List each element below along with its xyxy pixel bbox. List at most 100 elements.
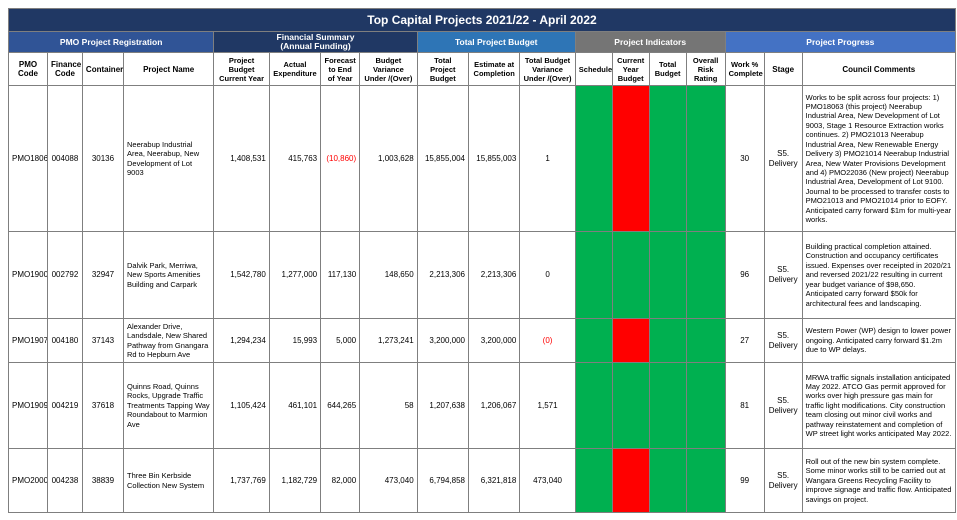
pmo-code-cell: PMO19001 xyxy=(7,231,49,319)
group-indicators: Project Indicators xyxy=(574,31,726,53)
schedule-indicator xyxy=(574,85,613,232)
forecast-cell: 5,000 xyxy=(320,318,361,363)
total-budget-variance-cell: 1 xyxy=(519,85,576,232)
budget-variance-cell: 148,650 xyxy=(359,231,418,319)
col-council-comments: Council Comments xyxy=(801,52,957,86)
overall-risk-indicator xyxy=(685,448,726,513)
project-name-cell: Neerabup Industrial Area, Neerabup, New … xyxy=(122,85,215,232)
col-current-year-budget: Current Year Budget xyxy=(611,52,650,86)
estimate-completion-cell: 2,213,306 xyxy=(467,231,521,319)
group-financial: Financial Summary (Annual Funding) xyxy=(213,31,418,53)
current-year-budget-indicator xyxy=(611,362,650,449)
project-name-cell: Alexander Drive, Landsdale, New Shared P… xyxy=(122,318,215,363)
actual-expenditure-cell: 461,101 xyxy=(268,362,322,449)
estimate-completion-cell: 1,206,067 xyxy=(467,362,521,449)
pmo-code-cell: PMO19071 xyxy=(7,318,49,363)
work-complete-cell: 96 xyxy=(724,231,765,319)
col-work-complete: Work % Complete xyxy=(724,52,765,86)
col-estimate-completion: Estimate at Completion xyxy=(467,52,521,86)
container-cell: 38839 xyxy=(81,448,124,513)
council-comment-cell: Building practical completion attained. … xyxy=(801,231,957,319)
pmo-code-cell: PMO19098 xyxy=(7,362,49,449)
stage-cell: S5. Delivery xyxy=(763,318,803,363)
estimate-completion-cell: 3,200,000 xyxy=(467,318,521,363)
finance-code-cell: 004088 xyxy=(47,85,83,232)
project-name-cell: Quinns Road, Quinns Rocks, Upgrade Traff… xyxy=(122,362,215,449)
col-budget-variance: Budget Variance Under /(Over) xyxy=(359,52,418,86)
group-registration: PMO Project Registration xyxy=(7,31,215,53)
current-year-budget-indicator xyxy=(611,85,650,232)
schedule-indicator xyxy=(574,448,613,513)
total-budget-indicator xyxy=(648,362,687,449)
current-year-budget-indicator xyxy=(611,318,650,363)
col-schedule: Schedule xyxy=(574,52,613,86)
capital-projects-report: Top Capital Projects 2021/22 - April 202… xyxy=(7,8,957,513)
council-comment-cell: Western Power (WP) design to lower power… xyxy=(801,318,957,363)
finance-code-cell: 004238 xyxy=(47,448,83,513)
total-budget-indicator xyxy=(648,85,687,232)
budget-variance-cell: 1,273,241 xyxy=(359,318,418,363)
finance-code-cell: 004180 xyxy=(47,318,83,363)
col-finance-code: Finance Code xyxy=(47,52,83,86)
estimate-completion-cell: 15,855,003 xyxy=(467,85,521,232)
total-budget-variance-cell: 473,040 xyxy=(519,448,576,513)
total-budget-variance-cell: 0 xyxy=(519,231,576,319)
table-row: PMO19001 002792 32947 Dalvik Park, Merri… xyxy=(7,231,957,319)
total-project-budget-cell: 1,207,638 xyxy=(416,362,469,449)
actual-expenditure-cell: 415,763 xyxy=(268,85,322,232)
col-total-budget-variance: Total Budget Variance Under /(Over) xyxy=(519,52,576,86)
total-budget-variance-cell: (0) xyxy=(519,318,576,363)
group-progress: Project Progress xyxy=(724,31,957,53)
col-pmo-code: PMO Code xyxy=(7,52,49,86)
council-comment-cell: MRWA traffic signals installation antici… xyxy=(801,362,957,449)
overall-risk-indicator xyxy=(685,362,726,449)
forecast-cell: (10,860) xyxy=(320,85,361,232)
forecast-cell: 644,265 xyxy=(320,362,361,449)
schedule-indicator xyxy=(574,231,613,319)
total-project-budget-cell: 15,855,004 xyxy=(416,85,469,232)
stage-cell: S5. Delivery xyxy=(763,448,803,513)
total-project-budget-cell: 6,794,858 xyxy=(416,448,469,513)
work-complete-cell: 27 xyxy=(724,318,765,363)
total-project-budget-cell: 3,200,000 xyxy=(416,318,469,363)
report-title: Top Capital Projects 2021/22 - April 202… xyxy=(8,8,956,32)
project-budget-cell: 1,294,234 xyxy=(213,318,270,363)
forecast-cell: 117,130 xyxy=(320,231,361,319)
budget-variance-cell: 1,003,628 xyxy=(359,85,418,232)
overall-risk-indicator xyxy=(685,85,726,232)
col-stage: Stage xyxy=(763,52,803,86)
table-row: PMO18063 004088 30136 Neerabup Industria… xyxy=(7,85,957,232)
container-cell: 32947 xyxy=(81,231,124,319)
council-comment-cell: Works to be split across four projects: … xyxy=(801,85,957,232)
group-total-budget: Total Project Budget xyxy=(416,31,576,53)
stage-cell: S5. Delivery xyxy=(763,362,803,449)
council-comment-cell: Roll out of the new bin system complete.… xyxy=(801,448,957,513)
col-actual-expenditure: Actual Expenditure xyxy=(268,52,322,86)
col-project-budget: Project Budget Current Year xyxy=(213,52,270,86)
col-container: Container xyxy=(81,52,124,86)
actual-expenditure-cell: 15,993 xyxy=(268,318,322,363)
total-project-budget-cell: 2,213,306 xyxy=(416,231,469,319)
schedule-indicator xyxy=(574,362,613,449)
project-budget-cell: 1,737,769 xyxy=(213,448,270,513)
stage-cell: S5. Delivery xyxy=(763,231,803,319)
pmo-code-cell: PMO18063 xyxy=(7,85,49,232)
total-budget-indicator xyxy=(648,318,687,363)
projects-table: Top Capital Projects 2021/22 - April 202… xyxy=(7,8,957,513)
overall-risk-indicator xyxy=(685,318,726,363)
col-overall-risk: Overall Risk Rating xyxy=(685,52,726,86)
budget-variance-cell: 58 xyxy=(359,362,418,449)
forecast-cell: 82,000 xyxy=(320,448,361,513)
overall-risk-indicator xyxy=(685,231,726,319)
table-row: PMO20004 004238 38839 Three Bin Kerbside… xyxy=(7,448,957,513)
total-budget-variance-cell: 1,571 xyxy=(519,362,576,449)
table-row: PMO19098 004219 37618 Quinns Road, Quinn… xyxy=(7,362,957,449)
col-forecast: Forecast to End of Year xyxy=(320,52,361,86)
col-total-project-budget: Total Project Budget xyxy=(416,52,469,86)
finance-code-cell: 004219 xyxy=(47,362,83,449)
total-budget-indicator xyxy=(648,448,687,513)
project-budget-cell: 1,105,424 xyxy=(213,362,270,449)
container-cell: 37618 xyxy=(81,362,124,449)
pmo-code-cell: PMO20004 xyxy=(7,448,49,513)
current-year-budget-indicator xyxy=(611,231,650,319)
